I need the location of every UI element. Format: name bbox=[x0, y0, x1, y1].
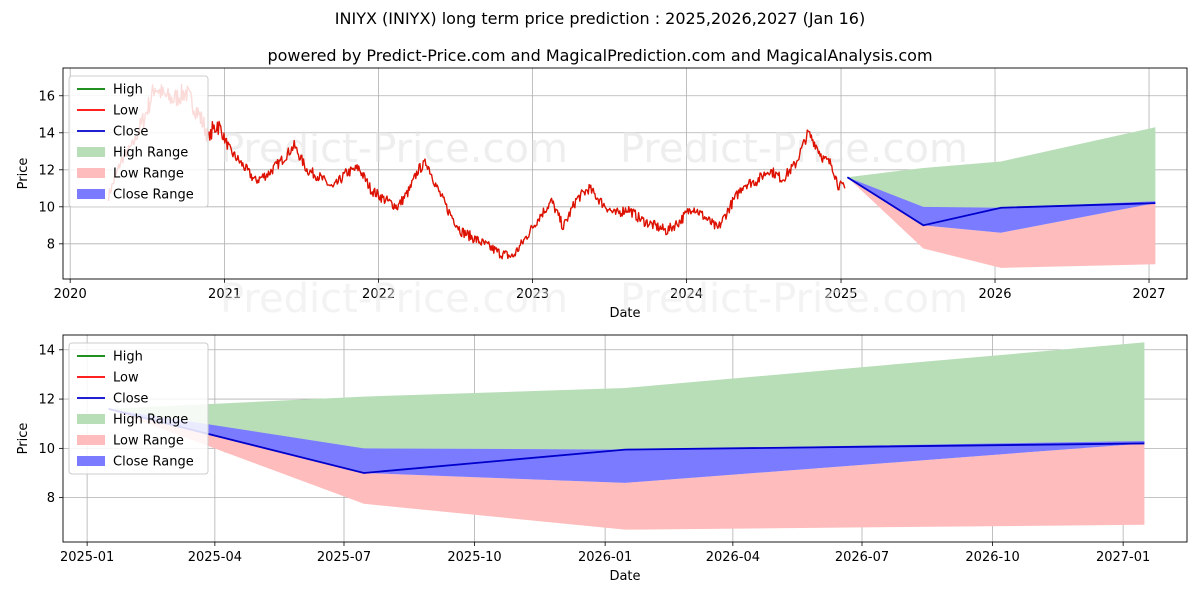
legend-entry: Low bbox=[113, 371, 139, 386]
chart-title: INIYX (INIYX) long term price prediction… bbox=[334, 9, 866, 28]
legend-entry: Close bbox=[113, 392, 148, 407]
x-tick-label: 2027-01 bbox=[1096, 550, 1150, 565]
x-axis-label: Date bbox=[609, 569, 640, 584]
y-tick-label: 12 bbox=[38, 163, 55, 178]
x-tick-label: 2021 bbox=[208, 287, 241, 302]
x-tick-label: 2026 bbox=[978, 287, 1011, 302]
low-range-band bbox=[847, 177, 1156, 268]
x-tick-label: 2026-04 bbox=[706, 550, 760, 565]
legend: High Low Close High Range Low Range Close Ran… bbox=[68, 342, 209, 475]
watermark-text: Predict-Price.com bbox=[620, 126, 968, 172]
y-axis-label: Price bbox=[16, 158, 31, 190]
x-tick-label: 2024 bbox=[670, 287, 703, 302]
legend-entry: Close Range bbox=[113, 188, 194, 203]
high-range-band bbox=[847, 127, 1156, 209]
legend-entry: Close bbox=[113, 125, 148, 140]
y-tick-label: 16 bbox=[38, 89, 55, 104]
high-range-band bbox=[108, 342, 1145, 451]
forecast-zoom-chart: Predict-Price.comPredict-Price.com2025-0… bbox=[16, 334, 1188, 584]
legend-swatch bbox=[77, 414, 105, 424]
x-tick-label: 2025-01 bbox=[60, 550, 114, 565]
low-range-band bbox=[108, 408, 1145, 530]
x-tick-label: 2026-07 bbox=[835, 550, 889, 565]
x-tick-label: 2020 bbox=[54, 287, 87, 302]
x-tick-label: 2022 bbox=[362, 287, 395, 302]
price-history-line bbox=[107, 83, 846, 260]
legend-entry: Low bbox=[113, 104, 139, 119]
close-range-band bbox=[108, 408, 1145, 483]
y-axis-label: Price bbox=[16, 423, 31, 455]
y-tick-label: 10 bbox=[38, 200, 55, 215]
x-tick-label: 2025-04 bbox=[188, 550, 242, 565]
x-tick-label: 2025 bbox=[824, 287, 857, 302]
legend-swatch bbox=[77, 168, 105, 178]
y-tick-label: 10 bbox=[38, 442, 55, 457]
long-term-chart: Predict-Price.com Predict-Price.com 2020 20… bbox=[16, 67, 1188, 321]
legend: High Low Close High Range Low Range Close Ran… bbox=[68, 75, 209, 208]
legend-entry: High Range bbox=[113, 146, 188, 161]
y-tick-label: 8 bbox=[47, 491, 55, 506]
legend-swatch bbox=[77, 147, 105, 157]
y-tick-label: 8 bbox=[47, 237, 55, 252]
x-tick-label: 2023 bbox=[516, 287, 549, 302]
y-tick-label: 14 bbox=[38, 126, 55, 141]
chart-subtitle: powered by Predict-Price.com and Magical… bbox=[267, 46, 933, 65]
y-tick-label: 12 bbox=[38, 393, 55, 408]
legend-entry: Low Range bbox=[113, 167, 184, 182]
close-range-band bbox=[847, 177, 1156, 233]
legend-swatch bbox=[77, 456, 105, 466]
watermark-text: Predict-Price.com bbox=[620, 276, 968, 322]
forecast-close-line bbox=[846, 176, 1156, 227]
watermark-text: Predict-Price.com bbox=[220, 276, 568, 322]
legend-entry: High Range bbox=[113, 413, 188, 428]
x-axis-label: Date bbox=[609, 306, 640, 321]
x-tick-label: 2027 bbox=[1132, 287, 1165, 302]
x-tick-label: 2025-10 bbox=[447, 550, 501, 565]
x-tick-label: 2026-10 bbox=[965, 550, 1019, 565]
legend-swatch bbox=[77, 189, 105, 199]
x-tick-label: 2025-07 bbox=[317, 550, 371, 565]
watermark-text: Predict-Price.com bbox=[220, 126, 568, 172]
legend-entry: High bbox=[113, 350, 143, 365]
legend-entry: Close Range bbox=[113, 455, 194, 470]
axes-frame bbox=[62, 67, 1188, 280]
axes-frame bbox=[62, 334, 1188, 543]
legend-swatch bbox=[77, 435, 105, 445]
forecast-close-line bbox=[108, 408, 1145, 474]
legend-entry: Low Range bbox=[113, 434, 184, 449]
y-tick-label: 14 bbox=[38, 343, 55, 358]
legend-entry: High bbox=[113, 83, 143, 98]
x-tick-label: 2026-01 bbox=[578, 550, 632, 565]
